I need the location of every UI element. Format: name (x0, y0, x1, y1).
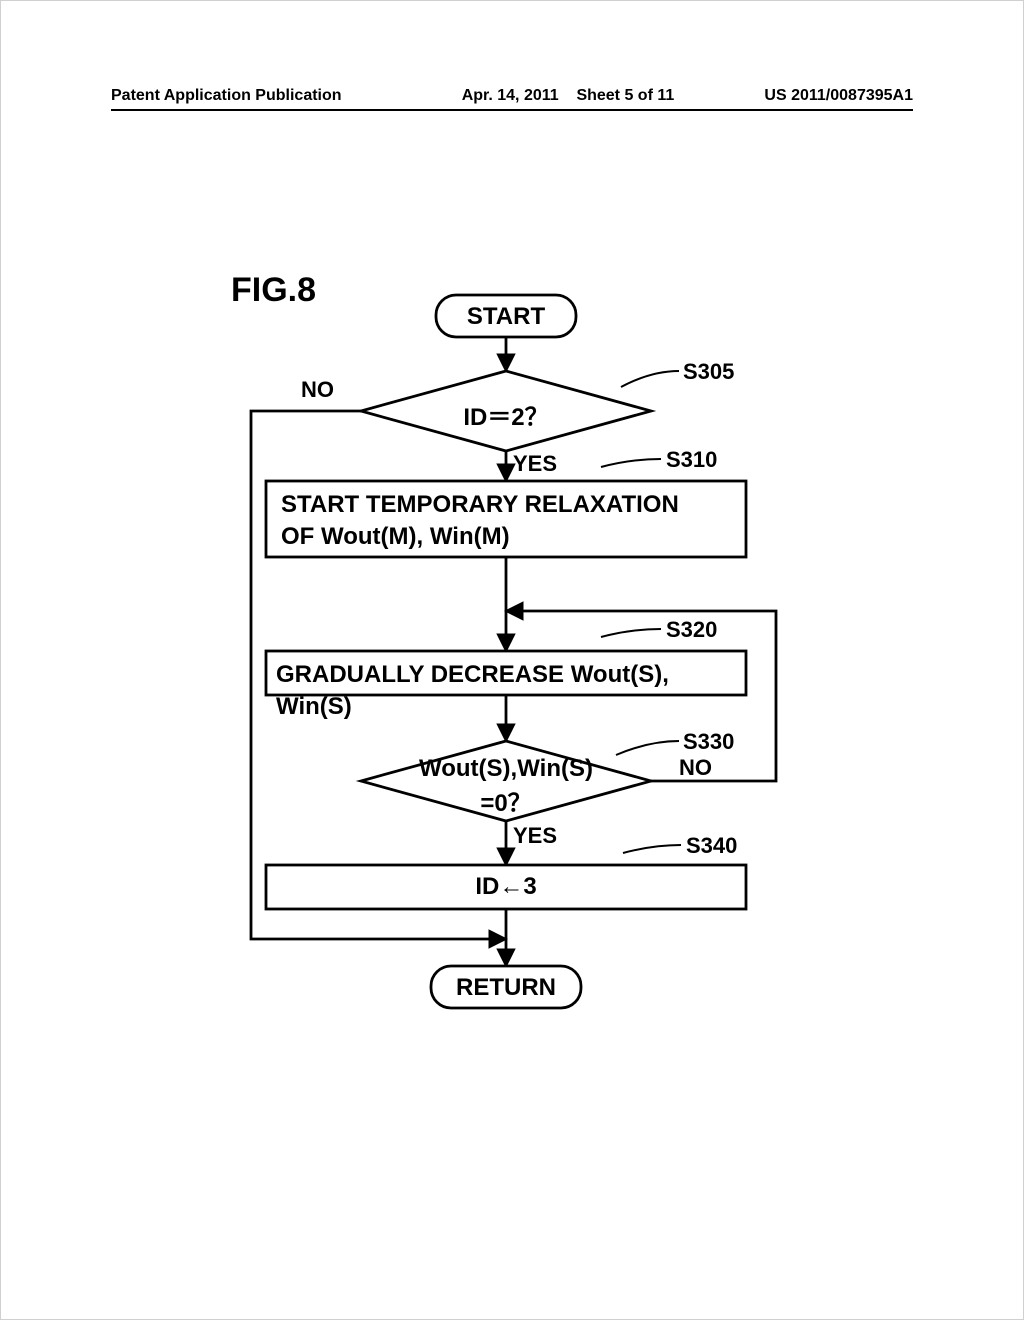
header-publication: Patent Application Publication (111, 87, 342, 105)
b320-text: GRADUALLY DECREASE Wout(S), Win(S) (276, 659, 746, 724)
leader-s320 (601, 629, 661, 637)
d330-yes: YES (513, 823, 557, 849)
header-sheet: Sheet 5 of 11 (576, 87, 674, 104)
page: Patent Application Publication Apr. 14, … (0, 0, 1024, 1320)
d330-no: NO (679, 755, 712, 781)
page-header: Patent Application Publication Apr. 14, … (111, 87, 913, 111)
b320-label: S320 (666, 617, 717, 643)
header-date: Apr. 14, 2011 (462, 87, 559, 104)
leader-s340 (623, 845, 681, 853)
d330-text-l1: Wout(S),Win(S) (406, 755, 606, 783)
return-label: RETURN (431, 974, 581, 1002)
b340-text: ID←3 (266, 873, 746, 901)
d305-yes: YES (513, 451, 557, 477)
b310-label: S310 (666, 447, 717, 473)
d330-label: S330 (683, 729, 734, 755)
d305-text: ID＝2？ (406, 397, 606, 432)
flowchart-svg (201, 271, 811, 1031)
header-mid: Apr. 14, 2011 Sheet 5 of 11 (342, 87, 765, 105)
leader-s330 (616, 741, 679, 755)
d305-no: NO (301, 377, 334, 403)
leader-s305 (621, 371, 679, 387)
leader-s310 (601, 459, 661, 467)
d305-label: S305 (683, 359, 734, 385)
d330-text-l2: =0？ (406, 783, 606, 818)
header-pubno: US 2011/0087395A1 (764, 87, 913, 105)
figure-8: FIG.8 (201, 271, 811, 1031)
b310-text: START TEMPORARY RELAXATION OF Wout(M), W… (281, 489, 741, 554)
start-label: START (436, 303, 576, 331)
b340-label: S340 (686, 833, 737, 859)
